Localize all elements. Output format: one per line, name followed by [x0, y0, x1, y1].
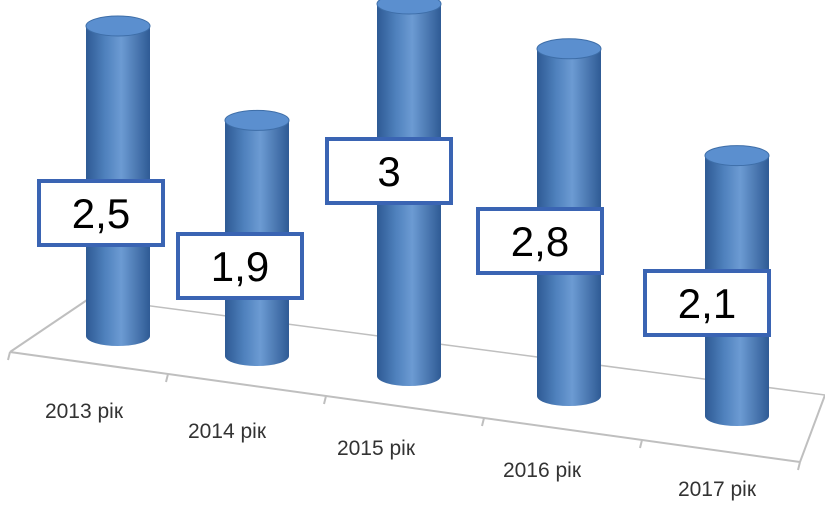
- category-label-5: 2017 рік: [678, 478, 757, 501]
- tick-mark: [7, 351, 11, 361]
- data-label-5: 2,1: [643, 269, 771, 337]
- category-label-4: 2016 рік: [503, 459, 582, 482]
- tick-mark: [639, 439, 643, 449]
- data-label-1: 2,5: [37, 179, 165, 247]
- bar-top: [536, 38, 602, 60]
- data-label-box: [325, 137, 453, 205]
- tick-mark: [323, 395, 327, 405]
- floor-back-edge: [89, 297, 825, 396]
- category-labels-group: 2013 рік 2014 рік 2015 рік 2016 рік 2017 рік: [45, 400, 757, 501]
- chart-floor: [7, 297, 825, 471]
- data-label-box: [476, 207, 604, 275]
- data-label-text: 2,8: [511, 218, 569, 265]
- data-label-text: 2,1: [678, 280, 736, 327]
- data-label-box: [176, 232, 304, 300]
- tick-mark: [165, 373, 169, 383]
- bar-top: [376, 0, 442, 15]
- data-label-box: [37, 179, 165, 247]
- data-label-box: [643, 269, 771, 337]
- data-label-text: 3: [377, 148, 400, 195]
- data-label-2: 1,9: [176, 232, 304, 300]
- bar-top: [85, 15, 151, 37]
- category-label-1: 2013 рік: [45, 400, 124, 423]
- bars-group: [85, 0, 770, 426]
- data-labels-group: 2,5 1,9 3 2,8 2,1: [37, 137, 771, 337]
- data-label-text: 2,5: [72, 190, 130, 237]
- floor-front-edge: [9, 351, 801, 463]
- tick-mark: [797, 461, 801, 471]
- data-label-4: 2,8: [476, 207, 604, 275]
- bar-top: [224, 109, 290, 131]
- data-label-text: 1,9: [211, 243, 269, 290]
- floor-right-edge: [799, 394, 825, 463]
- floor-left-edge: [9, 297, 91, 353]
- tick-mark: [481, 417, 485, 427]
- category-label-2: 2014 рік: [188, 420, 267, 443]
- data-label-3: 3: [325, 137, 453, 205]
- category-label-3: 2015 рік: [337, 437, 416, 460]
- bar-top: [704, 145, 770, 167]
